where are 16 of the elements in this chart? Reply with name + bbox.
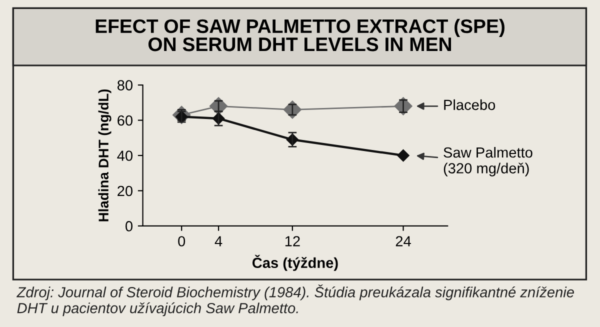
x-tick-label: 12 bbox=[285, 236, 300, 246]
y-tick-label: 40 bbox=[117, 150, 133, 161]
y-tick-label: 80 bbox=[117, 80, 133, 90]
y-axis-title: Hladina DHT (ng/dL) bbox=[98, 89, 112, 222]
text: Placebo bbox=[444, 99, 496, 110]
y-tick-label: 60 bbox=[118, 115, 133, 126]
chart-title: EFECT OF SAW PALMETTO EXTRACT (SPE) ON SERUM DHT LEVELS IN MEN bbox=[96, 18, 504, 52]
text: Zdroj: Journal of Steroid Biochemistry (1984). Štúdia preukázala signifikantné zníženie DHT u pacientov užívajúcich Saw Palmetto. bbox=[16, 284, 574, 316]
point bbox=[397, 149, 410, 162]
x-axis-title: Čas (týždne) bbox=[252, 254, 338, 271]
x-tick-label: 24 bbox=[396, 236, 411, 246]
x-tick-label: 4 bbox=[214, 236, 222, 246]
y-tick-label: 20 bbox=[118, 186, 133, 196]
y-tick-label: 0 bbox=[126, 221, 133, 232]
text: Saw Palmetto (320 mg/deň) bbox=[444, 146, 532, 176]
x-tick-label: 0 bbox=[178, 236, 186, 246]
